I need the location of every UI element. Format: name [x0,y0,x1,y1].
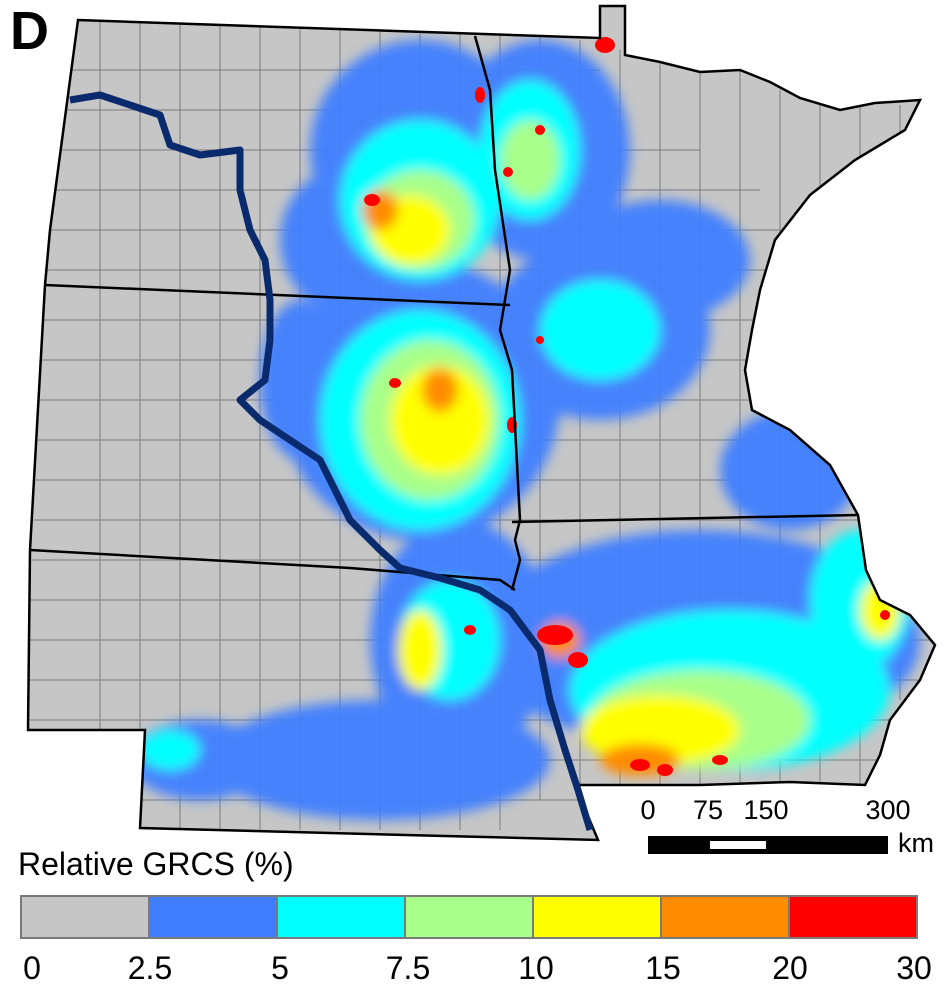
legend-title: Relative GRCS (%) [18,846,294,882]
scale-label-75: 75 [692,795,724,825]
legend-color-bar [20,895,918,939]
legend-swatch-3 [406,897,534,937]
panel-label: D [10,1,49,61]
legend-tick-4: 10 [518,950,554,986]
missouri-river [69,91,594,832]
legend-tick-5: 15 [645,950,681,986]
scale-label-300: 300 [865,795,911,825]
legend-swatch-5 [662,897,790,937]
scale-bar-white-segment [710,841,766,849]
state-borders [26,4,937,842]
legend-swatch-2 [278,897,406,937]
scale-label-0: 0 [640,795,656,825]
scale-bar [648,836,888,854]
legend-tick-6: 20 [772,950,808,986]
legend-tick-3: 7.5 [385,950,431,986]
grcs-heat-layer [130,40,920,820]
scale-unit: km [898,828,934,858]
legend-swatch-4 [534,897,662,937]
legend-swatch-0 [22,897,150,937]
legend-tick-2: 5 [271,950,289,986]
legend-tick-1: 2.5 [127,950,173,986]
scale-label-150: 150 [743,795,789,825]
legend-swatch-1 [150,897,278,937]
grcs-hotspots [364,37,890,776]
legend-tick-0: 0 [23,950,41,986]
legend-tick-7: 30 [896,950,932,986]
legend-swatch-6 [790,897,916,937]
